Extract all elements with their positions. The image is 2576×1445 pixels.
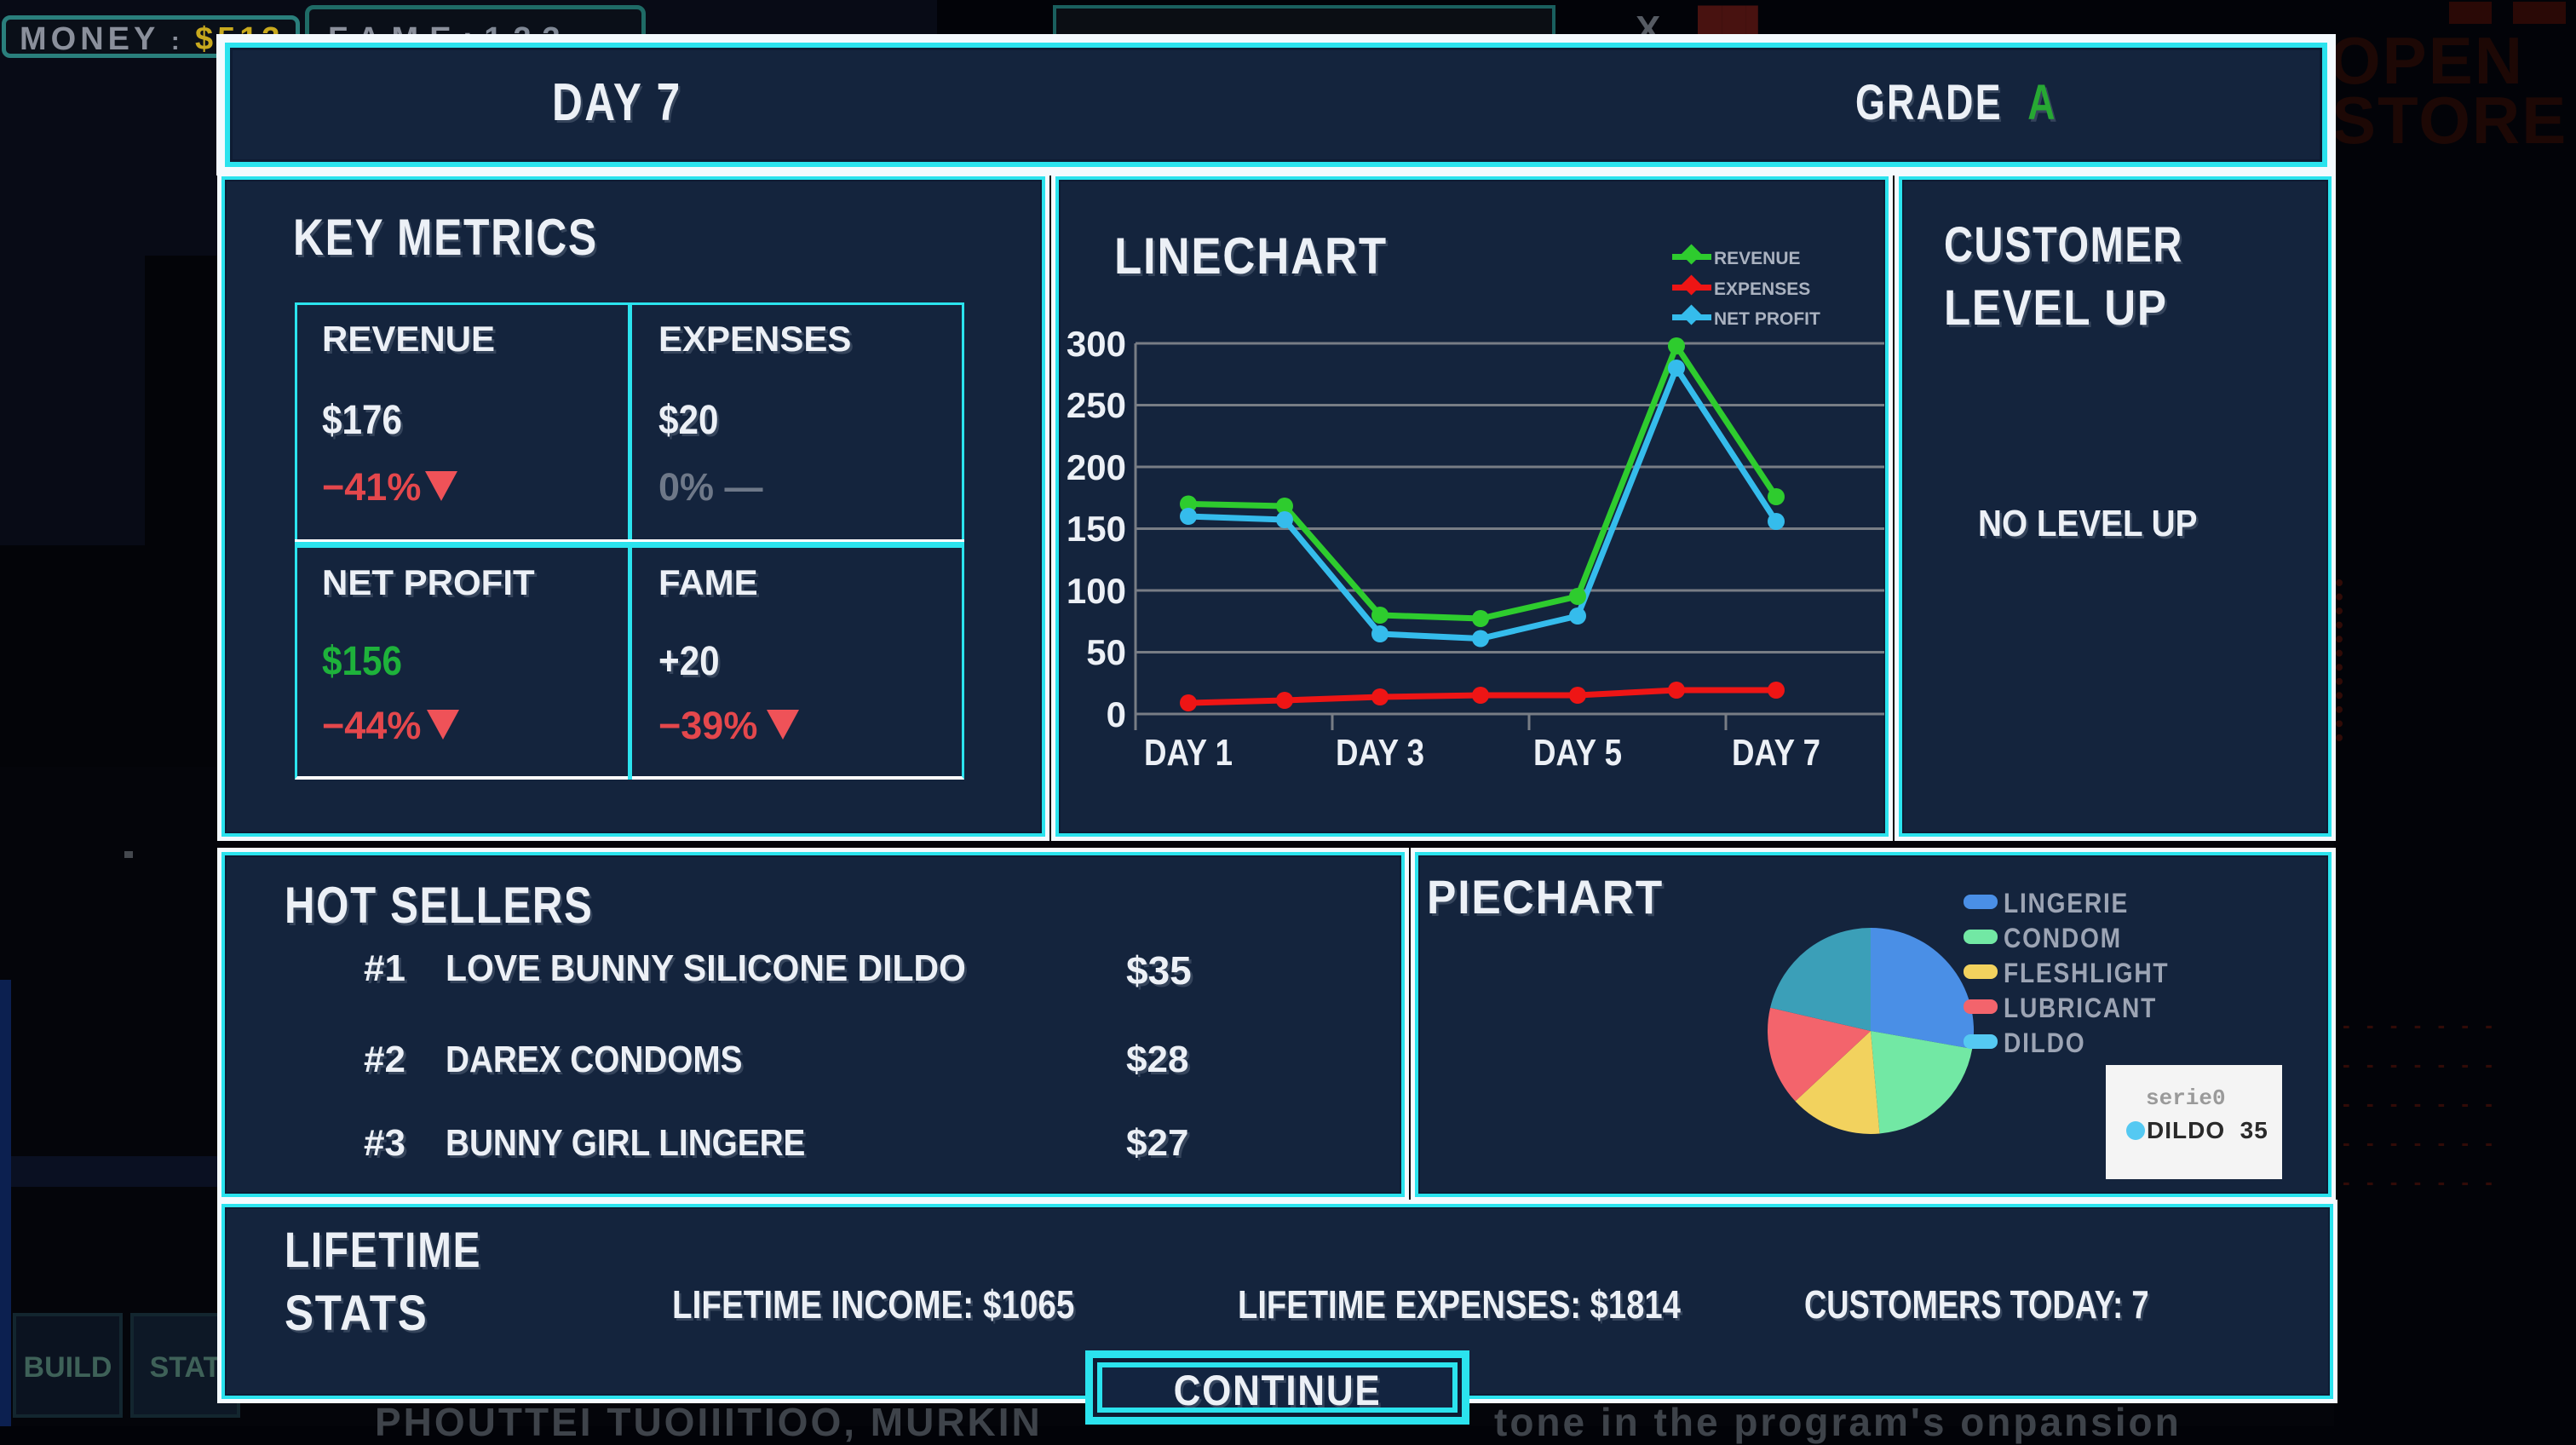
svg-text:DAY 5: DAY 5	[1533, 732, 1622, 774]
svg-text:300: 300	[1067, 324, 1126, 364]
svg-text:0: 0	[1107, 694, 1126, 734]
svg-text:100: 100	[1067, 571, 1126, 611]
svg-text:DAY 7: DAY 7	[1732, 732, 1820, 774]
svg-text:DAY 3: DAY 3	[1336, 732, 1424, 774]
svg-text:50: 50	[1086, 632, 1126, 672]
svg-text:250: 250	[1067, 385, 1126, 425]
svg-text:150: 150	[1067, 509, 1126, 549]
svg-text:200: 200	[1067, 447, 1126, 487]
svg-text:DAY 1: DAY 1	[1144, 732, 1233, 774]
